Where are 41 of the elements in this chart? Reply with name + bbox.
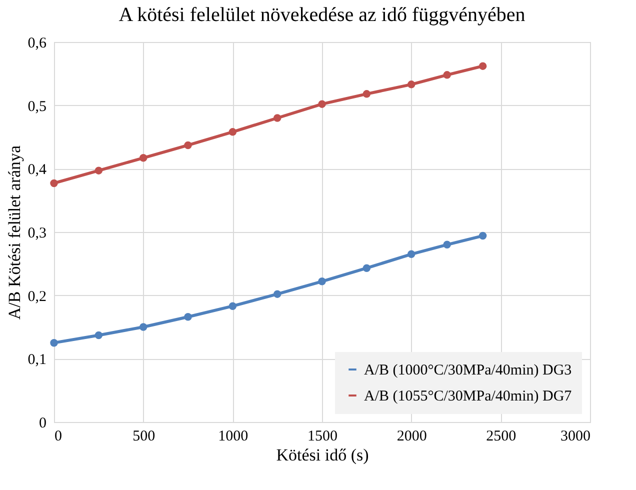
point xyxy=(50,338,58,347)
point xyxy=(362,90,371,98)
x-tick-label: 0 xyxy=(54,428,62,444)
legend-label: A/B (1000°C/30MPa/40min) DG3 xyxy=(364,362,572,378)
y-tick-label: 0,1 xyxy=(28,352,46,368)
x-tick-label: 3000 xyxy=(560,428,590,444)
legend-label: A/B (1055°C/30MPa/40min) DG7 xyxy=(364,388,572,404)
point xyxy=(318,100,326,108)
point xyxy=(273,114,282,122)
point xyxy=(139,323,148,331)
point xyxy=(362,264,371,272)
x-tick-label: 2000 xyxy=(396,428,427,444)
point xyxy=(94,166,103,174)
point xyxy=(139,154,148,162)
point xyxy=(407,80,416,88)
y-tick-label: 0,5 xyxy=(28,98,46,115)
point xyxy=(94,331,103,340)
x-axis-title: Kötési idő (s) xyxy=(276,446,369,464)
point xyxy=(273,290,282,298)
x-tick-label: 1500 xyxy=(308,428,338,444)
y-axis-title: A/B Kötési felület aránya xyxy=(4,144,24,320)
point xyxy=(478,232,487,240)
x-tick-label: 1000 xyxy=(218,428,248,444)
x-tick-label: 2500 xyxy=(486,428,516,444)
y-tick-label: 0,4 xyxy=(28,162,47,178)
chart-title: A kötési felelület növekedése az idő függvényében xyxy=(118,4,526,26)
y-tick-label: 0,2 xyxy=(28,288,46,305)
y-tick-label: 0,6 xyxy=(28,36,47,52)
point xyxy=(318,278,326,286)
point xyxy=(478,62,487,70)
x-tick-label: 500 xyxy=(132,428,156,444)
point xyxy=(184,313,192,321)
point xyxy=(184,141,192,150)
point xyxy=(228,128,237,136)
y-tick-label: 0 xyxy=(39,416,46,432)
point xyxy=(228,302,237,310)
point xyxy=(443,71,451,79)
y-tick-label: 0,3 xyxy=(28,226,46,242)
point xyxy=(407,250,416,258)
point xyxy=(50,179,58,188)
point xyxy=(443,240,451,249)
